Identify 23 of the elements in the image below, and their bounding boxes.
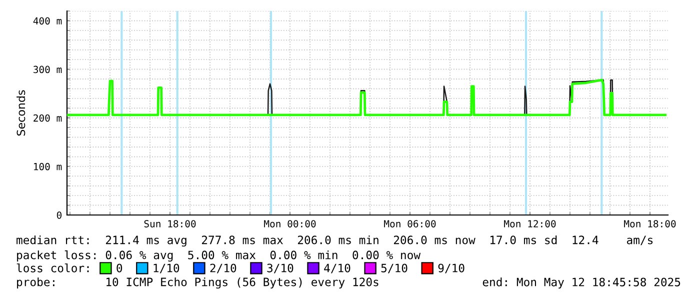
text: median rtt: 211.4 ms avg 277.8 ms max 206.0 ms min 206.0 ms now 17.0 ms sd 12.4 am/s (16, 235, 653, 247)
y-tick-label: 300 m (34, 66, 62, 74)
legend-label: 4/10 (324, 264, 350, 274)
y-axis-title: Seconds (16, 90, 26, 136)
legend-label: 9/10 (438, 264, 464, 274)
x-tick-label: Mon 18:00 (624, 220, 676, 228)
text: probe: 10 ICMP Echo Pings (56 Bytes) every 120s (17, 277, 378, 289)
y-tick-label: 200 m (34, 114, 62, 122)
y-tick-label: 400 m (33, 17, 62, 25)
legend-label: 2/10 (210, 264, 236, 274)
x-tick-label: Mon 12:00 (504, 220, 556, 228)
y-tick-label: 0 (56, 212, 62, 219)
text: end: Mon May 12 18:45:58 2025 (482, 278, 680, 289)
legend-label: 1/10 (154, 264, 180, 274)
y-tick-label: 100 m (34, 162, 62, 170)
text: packet loss: 0.06 % avg 5.00 % max 0.00 % min 0.00 % now (17, 250, 421, 262)
legend-label: 5/10 (381, 264, 408, 274)
legend-title: loss color: (16, 263, 89, 272)
x-tick-label: Mon 06:00 (384, 220, 436, 228)
x-tick-label: Sun 18:00 (144, 220, 196, 228)
legend-label: 0 (116, 264, 122, 272)
legend-label: 3/10 (267, 264, 294, 274)
x-tick-label: Mon 00:00 (264, 220, 316, 228)
